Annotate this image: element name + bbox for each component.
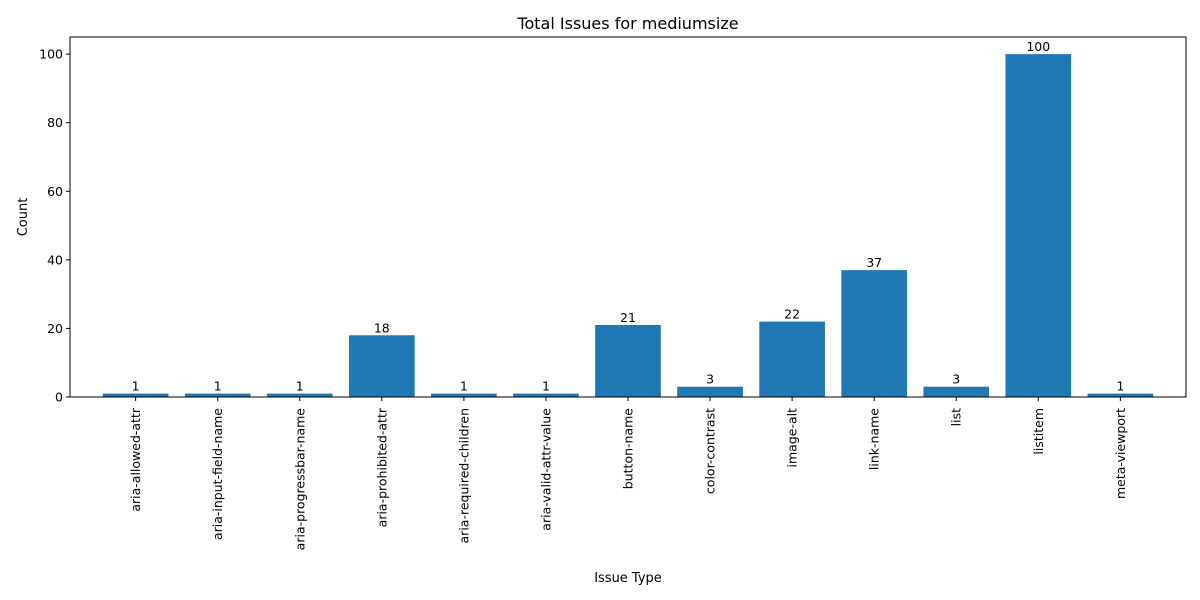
y-tick-label-80: 80 xyxy=(47,115,63,130)
bar-meta-viewport xyxy=(1087,393,1154,397)
plot-area-frame xyxy=(69,36,1187,398)
bar-aria-required-children xyxy=(431,393,497,397)
data-label-aria-input-field-name: 1 xyxy=(214,379,222,394)
x-tick-label-aria-prohibited-attr: aria-prohibited-attr xyxy=(374,407,389,527)
data-label-aria-progressbar-name: 1 xyxy=(296,379,304,394)
bar-aria-allowed-attr xyxy=(102,393,169,397)
data-label-meta-viewport: 1 xyxy=(1116,379,1124,394)
chart-title: Total Issues for mediumsize xyxy=(516,14,738,33)
x-tick-label-aria-valid-attr-value: aria-valid-attr-value xyxy=(538,408,553,531)
data-label-color-contrast: 3 xyxy=(706,372,714,387)
bar-image-alt xyxy=(759,321,825,397)
y-tick-label-100: 100 xyxy=(39,47,63,62)
data-label-aria-valid-attr-value: 1 xyxy=(542,379,550,394)
bar-list xyxy=(923,386,990,397)
data-label-list: 3 xyxy=(952,372,960,387)
bar-aria-valid-attr-value xyxy=(513,393,579,397)
data-label-listitem: 100 xyxy=(1026,39,1050,54)
y-tick-label-60: 60 xyxy=(47,184,63,199)
x-tick-label-color-contrast: color-contrast xyxy=(703,408,718,494)
data-label-aria-prohibited-attr: 18 xyxy=(374,320,390,335)
bar-color-contrast xyxy=(677,386,743,397)
x-tick-label-listitem: listitem xyxy=(1031,408,1046,455)
data-label-image-alt: 22 xyxy=(784,307,800,322)
x-axis-ticks: aria-allowed-attr aria-input-field-name ar… xyxy=(128,397,1128,550)
data-labels-group: 1 1 1 18 1 1 21 3 22 37 3 100 1 xyxy=(132,39,1125,393)
bar-link-name xyxy=(841,270,907,397)
x-tick-label-image-alt: image-alt xyxy=(785,408,800,468)
bar-button-name xyxy=(595,325,661,397)
x-tick-label-meta-viewport: meta-viewport xyxy=(1113,408,1128,499)
data-label-button-name: 21 xyxy=(620,310,636,325)
y-tick-label-0: 0 xyxy=(55,390,63,405)
x-tick-label-link-name: link-name xyxy=(867,408,882,470)
x-tick-label-aria-progressbar-name: aria-progressbar-name xyxy=(292,408,307,551)
x-tick-label-list: list xyxy=(949,408,964,426)
bar-aria-prohibited-attr xyxy=(349,335,415,397)
bar-aria-input-field-name xyxy=(184,393,251,397)
data-label-link-name: 37 xyxy=(866,255,882,270)
y-axis-ticks: 0 20 40 60 80 100 xyxy=(39,47,70,405)
bars-group xyxy=(102,54,1154,398)
x-tick-label-aria-input-field-name: aria-input-field-name xyxy=(210,408,225,540)
bar-aria-progressbar-name xyxy=(266,393,333,397)
x-axis-label: Issue Type xyxy=(594,571,662,586)
data-label-aria-allowed-attr: 1 xyxy=(132,379,140,394)
bar-listitem xyxy=(1005,54,1072,398)
y-tick-label-40: 40 xyxy=(47,252,63,267)
x-tick-label-aria-required-children: aria-required-children xyxy=(456,408,471,543)
y-tick-label-20: 20 xyxy=(47,321,63,336)
data-label-aria-required-children: 1 xyxy=(460,379,468,394)
x-tick-label-button-name: button-name xyxy=(621,408,636,489)
y-axis-label: Count xyxy=(16,198,31,237)
x-tick-label-aria-allowed-attr: aria-allowed-attr xyxy=(128,407,143,512)
